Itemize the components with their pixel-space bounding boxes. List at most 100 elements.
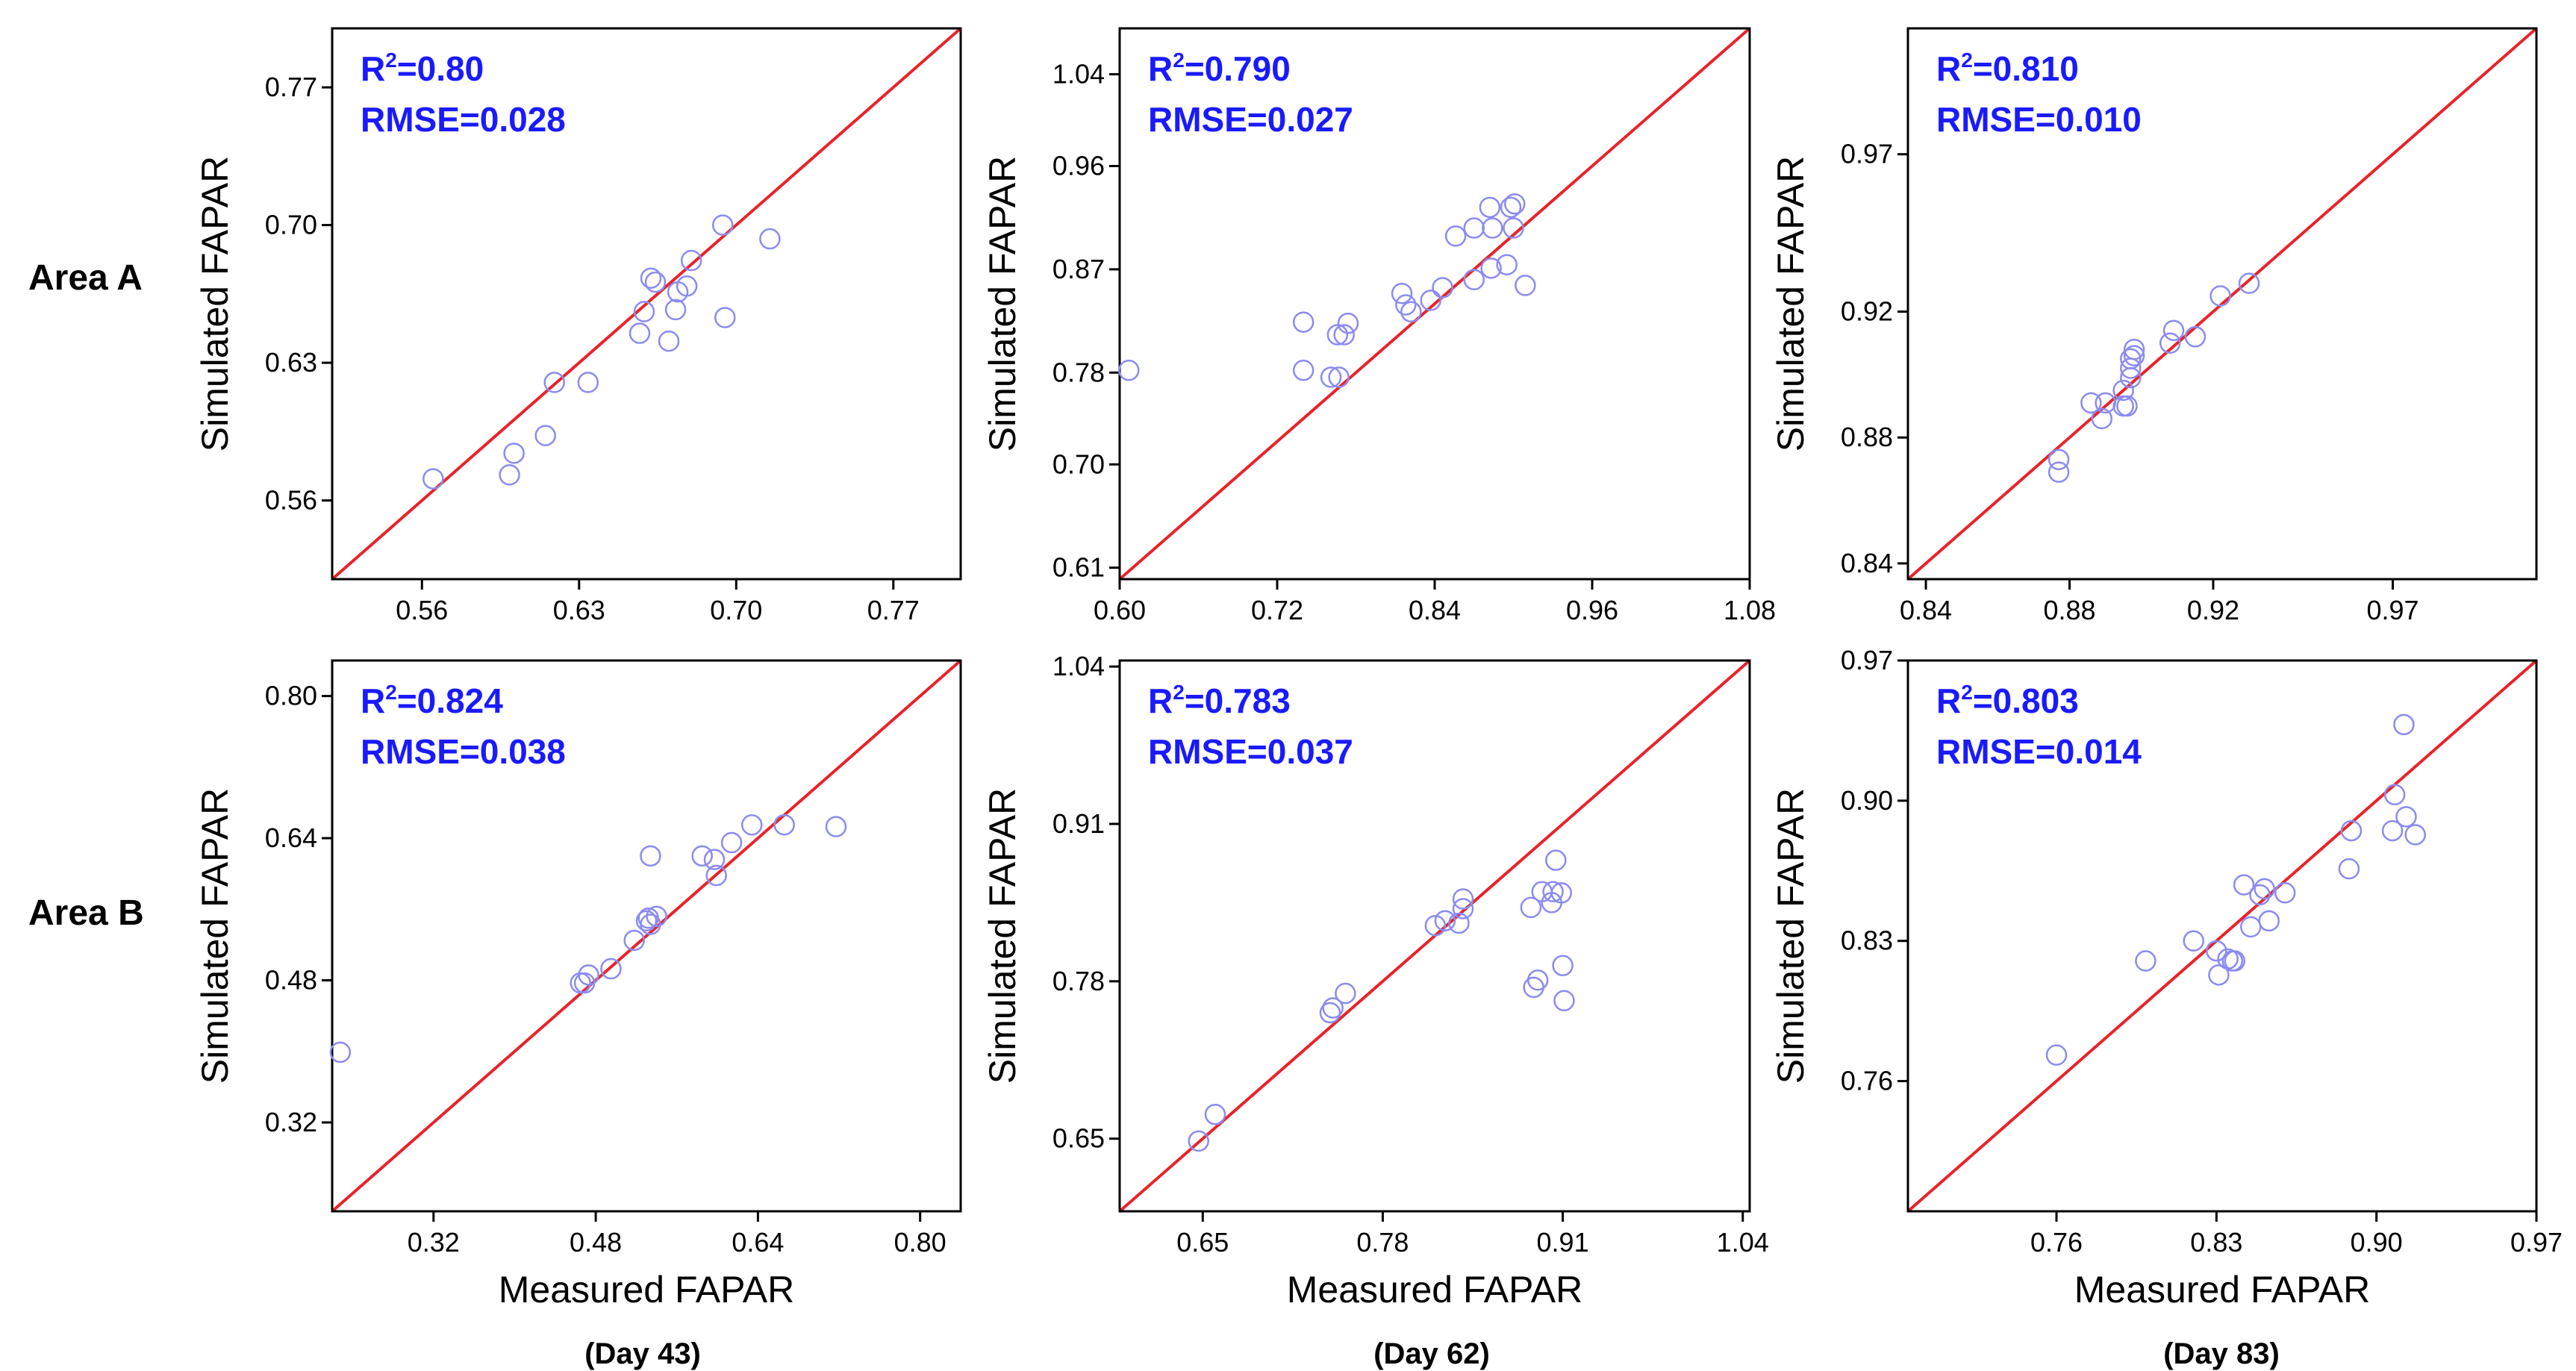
data-point [1118, 359, 1140, 381]
data-point [664, 299, 687, 321]
y-tick-label: 0.70 [265, 210, 317, 240]
y-axis-title: Simulated FAPAR [194, 788, 236, 1084]
y-tick-label: 1.04 [1052, 59, 1105, 90]
data-point [691, 845, 713, 867]
data-point [1319, 1002, 1341, 1024]
rmse-label: RMSE=0.038 [361, 732, 566, 771]
data-point [2206, 940, 2227, 962]
data-point [635, 910, 658, 932]
data-point [640, 845, 661, 867]
data-point [1322, 997, 1344, 1019]
y-axis-title: Simulated FAPAR [1770, 156, 1812, 452]
day-label-83: (Day 83) [2163, 1337, 2280, 1370]
data-point [1204, 1103, 1226, 1125]
data-point [2048, 449, 2070, 470]
x-tick-label: 0.78 [1356, 1227, 1409, 1258]
data-point [1520, 896, 1542, 919]
data-point [2274, 882, 2296, 904]
x-tick-label: 0.96 [1566, 595, 1618, 625]
y-tick-label: 0.78 [1052, 357, 1105, 387]
plot-frame [331, 27, 962, 581]
data-point [2209, 285, 2231, 307]
x-tick-label: 0.56 [396, 595, 448, 625]
scatter-panel-1: 0.56 0.63 0.70 0.77 0.56 0.63 0.70 0.77 Simulate… [194, 27, 962, 625]
data-point [1432, 277, 1453, 299]
y-axis-title: Simulated FAPAR [194, 156, 236, 452]
data-point [2135, 950, 2156, 972]
data-point [629, 322, 651, 344]
data-point [2224, 950, 2246, 972]
data-point [1496, 254, 1518, 275]
x-tick-label: 0.65 [1176, 1227, 1229, 1258]
data-point [1337, 312, 1359, 334]
data-point [600, 958, 622, 980]
data-point [573, 972, 596, 994]
x-axis-title: Measured FAPAR [2074, 1269, 2370, 1311]
data-point [623, 929, 645, 952]
data-point [2395, 806, 2417, 828]
x-tick-label: 0.60 [1094, 595, 1146, 625]
y-tick-label: 0.84 [1841, 548, 1893, 578]
x-tick-label: 0.48 [570, 1227, 622, 1258]
x-tick-label: 1.04 [1717, 1227, 1769, 1258]
scatter-panel-2: 0.60 0.72 0.84 0.96 1.08 0.61 0.70 0.78 0.87 0.96… [982, 27, 1776, 625]
y-tick-label: 0.97 [1841, 645, 1893, 675]
one-to-one-line [1908, 660, 2536, 1211]
y-tick-label: 0.63 [265, 347, 317, 378]
data-point [534, 425, 556, 446]
data-point [705, 864, 727, 887]
x-tick-label: 0.72 [1251, 595, 1303, 625]
data-point [1424, 914, 1447, 937]
r-squared-label: R2=0.790 [1148, 49, 1291, 88]
r-squared-label: R2=0.80 [361, 49, 484, 88]
x-tick-label: 0.90 [2351, 1227, 2403, 1258]
data-point [1545, 849, 1567, 871]
data-point [2045, 1044, 2068, 1066]
data-point [720, 831, 743, 854]
y-tick-label: 0.61 [1052, 552, 1105, 583]
data-point [640, 267, 662, 289]
data-point [711, 214, 734, 236]
data-point [1326, 324, 1349, 346]
scatter-panel-5: 0.65 0.78 0.91 1.04 0.65 0.78 0.91 1.04 Simulate… [982, 651, 1769, 1311]
data-point [329, 1041, 352, 1064]
data-point [2183, 930, 2204, 952]
x-tick-label: 0.91 [1537, 1227, 1589, 1258]
data-point [2159, 332, 2181, 354]
data-point [676, 275, 698, 297]
y-tick-label: 0.56 [265, 485, 317, 516]
rmse-label: RMSE=0.028 [361, 100, 566, 139]
data-point [2393, 713, 2415, 736]
data-point [2240, 916, 2262, 938]
x-tick-label: 1.08 [1724, 595, 1776, 625]
data-point [2404, 824, 2426, 846]
data-point [1395, 294, 1417, 316]
plot-frame [331, 659, 962, 1213]
data-point [1515, 275, 1536, 296]
data-point [1480, 257, 1502, 279]
data-point [1503, 217, 1524, 239]
x-tick-label: 0.97 [2510, 1227, 2563, 1258]
one-to-one-line [1120, 28, 1750, 579]
x-tick-label: 0.70 [710, 595, 762, 625]
data-point [1292, 359, 1314, 381]
data-point [1463, 217, 1485, 239]
data-point [1479, 196, 1501, 219]
y-tick-label: 0.90 [1841, 785, 1893, 816]
data-point [1452, 898, 1474, 919]
data-point [1335, 982, 1356, 1005]
data-point [543, 372, 565, 393]
y-tick-label: 0.77 [265, 72, 317, 102]
y-axis-title: Simulated FAPAR [982, 788, 1023, 1084]
x-axis-title: Measured FAPAR [499, 1269, 794, 1311]
y-tick-label: 0.65 [1052, 1123, 1105, 1154]
one-to-one-line [1908, 28, 2536, 579]
data-point [2080, 392, 2102, 414]
data-point [577, 372, 599, 393]
data-point [680, 249, 702, 272]
data-point [703, 849, 726, 870]
data-point [2238, 272, 2260, 294]
data-point [825, 816, 847, 837]
x-tick-label: 0.63 [553, 595, 605, 625]
data-point [640, 914, 661, 935]
